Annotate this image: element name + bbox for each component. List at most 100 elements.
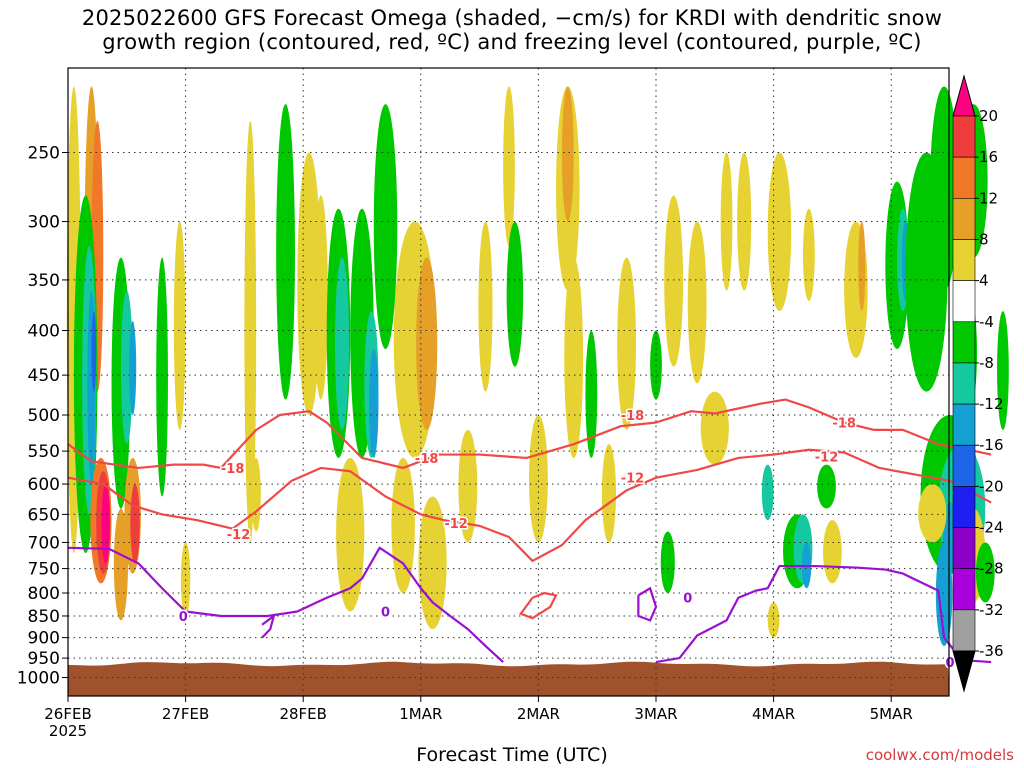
- omega-shade-75: [997, 311, 1009, 430]
- colorbar-band-6: [952, 321, 976, 364]
- y-tick-label-350: 350: [28, 271, 60, 291]
- chart-title-line-1: 2025022600 GFS Forecast Omega (shaded, −…: [81, 6, 943, 30]
- contour-label-4: -12: [227, 528, 251, 543]
- omega-shade-32: [416, 257, 438, 430]
- omega-shade-30: [373, 104, 398, 349]
- x-tick-label-1MAR: 1MAR: [399, 705, 442, 723]
- omega-shade-25: [334, 257, 350, 430]
- omega-shade-36: [478, 221, 493, 392]
- colorbar-band-9: [952, 444, 976, 487]
- colorbar-band-12: [952, 568, 976, 611]
- omega-shade-44: [601, 444, 617, 543]
- colorbar: 20 16 12 8 4 -4 -8 -12 -16 -20 -24 -28 -32 -36: [952, 74, 1004, 693]
- chart-title: 2025022600 GFS Forecast Omega (shaded, −…: [0, 6, 1024, 54]
- omega-shade-28: [369, 348, 379, 458]
- chart-title-line-2: growth region (contoured, red, ºC) and f…: [102, 30, 922, 54]
- omega-shade-15: [113, 508, 128, 621]
- omega-shade-17: [173, 221, 186, 430]
- colorbar-label-8: -16: [979, 436, 1004, 454]
- y-tick-label-800: 800: [28, 584, 60, 604]
- colorbar-band-2: [952, 156, 976, 199]
- colorbar-label-13: -36: [979, 642, 1004, 660]
- contour-label-1: -18: [415, 452, 439, 467]
- x-tick-label-26FEB: 26FEB: [44, 705, 91, 723]
- contour-label-3: -18: [832, 417, 856, 432]
- y-tick-label-950: 950: [28, 649, 60, 669]
- colorbar-label-10: -24: [979, 519, 1004, 537]
- omega-shade-49: [700, 391, 729, 465]
- contour-layer: -18 -18 -18 -18 -12 -12 -12 -12 0 0 0 0: [67, 398, 992, 673]
- grid-layer: [67, 68, 949, 696]
- contour-freezing-small-2: [637, 586, 658, 622]
- colorbar-band-5: [952, 280, 976, 323]
- axes-layer: 2503003504004505005506006507007508008509…: [17, 67, 950, 740]
- omega-shade-56: [767, 152, 792, 312]
- omega-shade-35: [458, 429, 478, 543]
- x-tick-label-4MAR: 4MAR: [752, 705, 795, 723]
- y-tick-label-900: 900: [28, 629, 60, 649]
- y-tick-label-650: 650: [28, 505, 60, 525]
- y-tick-label-300: 300: [28, 213, 60, 233]
- x-tick-label-5MAR: 5MAR: [870, 705, 913, 723]
- colorbar-label-0: 20: [979, 107, 998, 125]
- x-start-year: 2025: [49, 722, 87, 740]
- omega-shade-19: [244, 120, 257, 543]
- terrain-layer: [68, 661, 949, 696]
- colorbar-band-8: [952, 403, 976, 446]
- omega-shade-59: [858, 221, 866, 312]
- omega-shade-57: [803, 208, 815, 301]
- y-tick-label-1000: 1000: [17, 669, 60, 689]
- omega-shade-74: [918, 484, 947, 543]
- x-axis-label: Forecast Time (UTC): [416, 744, 608, 766]
- contour-label-5: -12: [444, 517, 468, 532]
- omega-shade-21: [276, 104, 295, 400]
- omega-shade-29: [336, 457, 365, 612]
- omega-shade-18: [180, 542, 191, 616]
- omega-shade-76: [660, 531, 675, 594]
- contour-freezing-3: [655, 564, 992, 664]
- colorbar-band-7: [952, 362, 976, 405]
- omega-shading-layer: [66, 86, 1009, 646]
- omega-shade-41: [561, 86, 574, 222]
- contour-label-8: 0: [179, 610, 188, 625]
- colorbar-top-triangle: [952, 74, 976, 117]
- omega-shade-38: [506, 221, 524, 367]
- colorbar-label-12: -32: [979, 601, 1004, 619]
- colorbar-label-9: -20: [979, 477, 1004, 495]
- y-tick-label-550: 550: [28, 442, 60, 462]
- x-tick-label-3MAR: 3MAR: [634, 705, 677, 723]
- contour-dendritic-0: [67, 398, 992, 470]
- contour-label-6: -12: [621, 472, 645, 487]
- y-tick-label-250: 250: [28, 144, 60, 164]
- omega-shade-77: [767, 602, 780, 638]
- colorbar-label-4: 4: [979, 272, 989, 290]
- omega-shade-23: [313, 195, 328, 400]
- omega-shade-9: [129, 320, 137, 416]
- contour-freezing-2: [67, 546, 504, 663]
- contour-dendritic-small: [519, 591, 558, 620]
- colorbar-band-4: [952, 239, 976, 281]
- plot-frame: [67, 67, 950, 697]
- y-tick-label-750: 750: [28, 560, 60, 580]
- omega-shade-50: [720, 152, 733, 291]
- omega-shade-12: [101, 484, 110, 564]
- colorbar-band-10: [952, 486, 976, 528]
- colorbar-label-3: 8: [979, 230, 989, 248]
- x-tick-label-28FEB: 28FEB: [279, 705, 326, 723]
- omega-shade-20: [251, 457, 261, 532]
- colorbar-band-13: [952, 609, 976, 652]
- omega-shade-42: [564, 257, 584, 458]
- contour-freezing-small-1: [261, 613, 276, 639]
- omega-shade-48: [687, 221, 707, 384]
- contour-label-11: 0: [945, 656, 954, 671]
- omega-shade-78: [822, 520, 842, 584]
- colorbar-band-11: [952, 527, 976, 569]
- x-tick-label-2MAR: 2MAR: [517, 705, 560, 723]
- contour-label-9: 0: [381, 605, 390, 620]
- y-tick-label-850: 850: [28, 607, 60, 627]
- omega-shade-79: [817, 464, 836, 509]
- colorbar-band-1: [952, 115, 976, 158]
- colorbar-label-11: -28: [979, 560, 1004, 578]
- omega-shade-16: [156, 257, 168, 497]
